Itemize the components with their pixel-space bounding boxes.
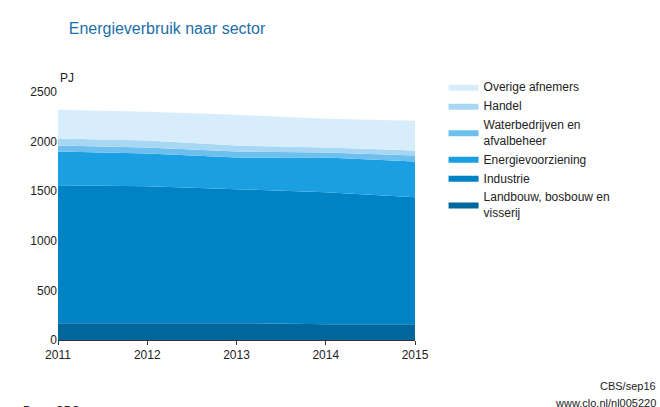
svg-text:Energieverbruik naar sector: Energieverbruik naar sector <box>69 20 266 37</box>
svg-text:Bron: CBS: Bron: CBS <box>23 404 80 407</box>
svg-text:CBS/sep16: CBS/sep16 <box>600 380 656 392</box>
svg-text:Handel: Handel <box>484 99 522 113</box>
svg-text:Energievoorziening: Energievoorziening <box>484 153 587 167</box>
svg-text:1500: 1500 <box>30 184 57 198</box>
svg-text:2015: 2015 <box>402 348 429 362</box>
svg-text:Waterbedrijven enafvalbeheer: Waterbedrijven enafvalbeheer <box>484 118 581 148</box>
svg-text:Landbouw, bosbouw envisserij: Landbouw, bosbouw envisserij <box>484 190 610 220</box>
svg-text:2000: 2000 <box>30 135 57 149</box>
svg-text:PJ: PJ <box>60 71 74 85</box>
svg-text:Overige afnemers: Overige afnemers <box>484 80 579 94</box>
svg-text:0: 0 <box>50 333 57 347</box>
svg-text:2013: 2013 <box>223 348 250 362</box>
svg-text:2500: 2500 <box>30 85 57 99</box>
svg-text:1000: 1000 <box>30 234 57 248</box>
svg-text:Industrie: Industrie <box>484 172 530 186</box>
svg-text:www.clo.nl/nl005220: www.clo.nl/nl005220 <box>555 397 656 407</box>
svg-text:2011: 2011 <box>45 348 71 362</box>
svg-text:2012: 2012 <box>134 348 161 362</box>
svg-text:500: 500 <box>37 284 57 298</box>
svg-text:2014: 2014 <box>312 348 339 362</box>
